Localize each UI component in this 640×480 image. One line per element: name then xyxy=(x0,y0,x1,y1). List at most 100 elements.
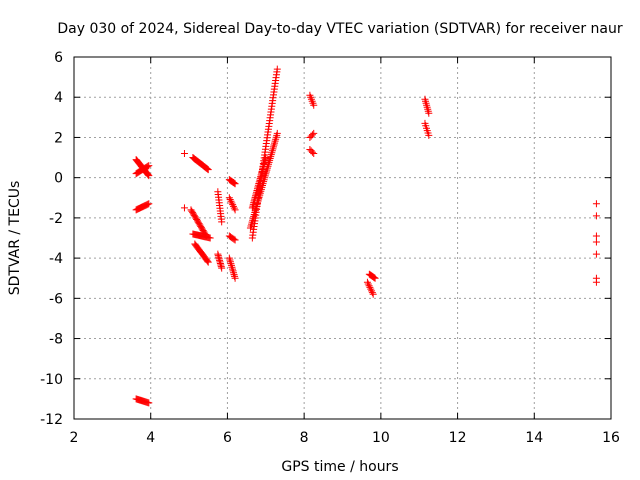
data-point xyxy=(231,180,239,188)
data-point xyxy=(226,196,234,204)
x-tick-label: 8 xyxy=(300,430,309,446)
data-point xyxy=(592,212,600,220)
data-point xyxy=(228,199,236,207)
y-tick-label: 4 xyxy=(54,90,63,106)
data-point xyxy=(227,197,235,205)
plot-frame xyxy=(73,56,612,420)
data-point xyxy=(308,148,316,156)
data-point xyxy=(229,179,237,187)
data-point xyxy=(228,265,236,273)
data-point xyxy=(203,165,211,173)
data-point xyxy=(225,254,233,262)
data-point xyxy=(592,278,600,286)
data-point xyxy=(368,289,376,297)
data-point xyxy=(273,65,281,73)
data-point xyxy=(145,200,153,208)
data-point xyxy=(227,260,235,268)
x-tick-label: 10 xyxy=(372,430,390,446)
data-point xyxy=(229,202,237,210)
chart-title: Day 030 of 2024, Sidereal Day-to-day VTE… xyxy=(57,21,623,37)
data-point xyxy=(203,257,211,265)
y-tick-label: -8 xyxy=(49,332,63,348)
y-tick-label: 0 xyxy=(54,171,63,187)
x-axis-ticks: 2 4 6 8 10 12 14 16 xyxy=(70,57,620,446)
data-point xyxy=(268,147,276,155)
data-point xyxy=(231,206,239,214)
data-point xyxy=(144,171,152,179)
data-point xyxy=(425,131,433,139)
data-point xyxy=(230,269,238,277)
y-tick-label: 2 xyxy=(54,130,63,146)
data-point xyxy=(310,101,318,109)
data-point xyxy=(204,258,212,266)
data-point xyxy=(229,267,237,275)
data-point xyxy=(144,170,152,178)
data-point xyxy=(230,179,238,187)
data-point xyxy=(369,273,377,281)
x-tick-label: 16 xyxy=(602,430,620,446)
grid-lines xyxy=(74,57,611,419)
data-points xyxy=(132,65,600,407)
data-point xyxy=(273,129,281,137)
data-point xyxy=(425,109,433,117)
data-point xyxy=(225,194,233,202)
y-tick-label: -10 xyxy=(40,372,63,388)
data-point xyxy=(310,150,318,158)
data-point xyxy=(371,274,379,282)
data-point xyxy=(271,137,279,145)
x-tick-label: 14 xyxy=(525,430,543,446)
data-point xyxy=(218,218,226,226)
y-tick-label: -4 xyxy=(49,251,63,267)
data-point xyxy=(366,283,374,291)
data-point xyxy=(231,272,239,280)
x-tick-label: 4 xyxy=(146,430,155,446)
data-point xyxy=(308,131,316,139)
y-axis-ticks: 6 4 2 0 -2 -4 -6 -8 -10 -12 xyxy=(40,50,611,428)
data-point xyxy=(203,164,211,172)
data-point xyxy=(272,135,280,143)
data-point xyxy=(144,162,152,170)
x-tick-label: 6 xyxy=(223,430,232,446)
data-point xyxy=(365,282,373,290)
data-point xyxy=(230,235,238,243)
data-point xyxy=(228,263,236,271)
data-point xyxy=(226,258,234,266)
data-point xyxy=(271,139,279,147)
data-point xyxy=(272,133,280,141)
data-point xyxy=(218,264,226,272)
data-point xyxy=(262,154,270,162)
data-point xyxy=(592,200,600,208)
data-point xyxy=(592,238,600,246)
data-point xyxy=(180,204,188,212)
data-point xyxy=(229,201,237,209)
data-point xyxy=(231,236,239,244)
data-point xyxy=(367,285,375,293)
data-point xyxy=(364,280,372,288)
data-point xyxy=(310,129,318,137)
data-point xyxy=(269,143,277,151)
data-point xyxy=(230,204,238,212)
y-tick-label: -6 xyxy=(49,291,63,307)
data-point xyxy=(363,278,371,286)
data-point xyxy=(268,149,276,157)
x-tick-label: 12 xyxy=(449,430,467,446)
data-point xyxy=(204,166,212,174)
data-point xyxy=(231,274,239,282)
data-point xyxy=(269,145,277,153)
data-point xyxy=(226,256,234,264)
data-point xyxy=(270,141,278,149)
data-point xyxy=(230,271,238,279)
data-point xyxy=(145,399,153,407)
data-point xyxy=(592,250,600,258)
y-tick-label: -2 xyxy=(49,211,63,227)
data-point xyxy=(227,261,235,269)
data-point xyxy=(369,290,377,298)
x-tick-label: 2 xyxy=(70,430,79,446)
data-point xyxy=(592,232,600,240)
y-tick-label: 6 xyxy=(54,50,63,66)
data-point xyxy=(370,274,378,282)
data-point xyxy=(206,234,214,242)
data-point xyxy=(180,150,188,158)
y-tick-label: -12 xyxy=(40,412,63,428)
